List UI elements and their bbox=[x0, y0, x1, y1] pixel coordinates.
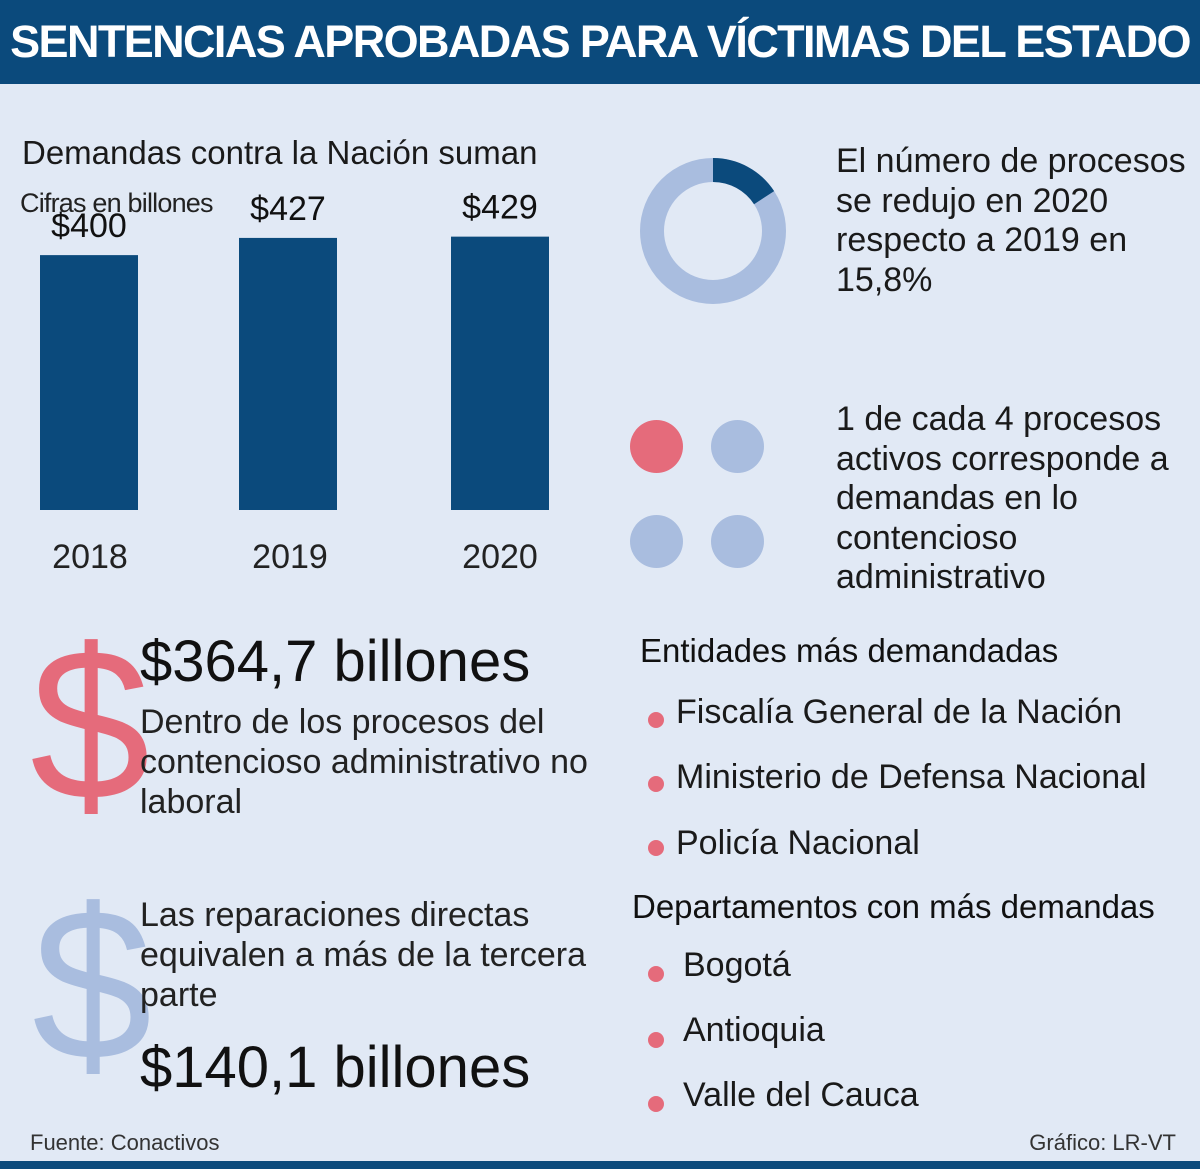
list-item: Bogotá bbox=[683, 946, 791, 984]
bullet-icon bbox=[648, 1096, 664, 1112]
dot-marker bbox=[711, 420, 764, 473]
stat1-text: Dentro de los procesos del contencioso a… bbox=[140, 703, 588, 821]
list-item: Ministerio de Defensa Nacional bbox=[676, 758, 1147, 796]
x-tick-label: 2020 bbox=[462, 538, 538, 576]
donut-chart bbox=[640, 158, 786, 304]
header-bar: SENTENCIAS APROBADAS PARA VÍCTIMAS DEL E… bbox=[0, 0, 1200, 84]
value-label: $427 bbox=[250, 190, 326, 228]
departamentos-heading: Departamentos con más demandas bbox=[632, 888, 1155, 925]
value-label: $429 bbox=[462, 189, 538, 227]
source-note: Fuente: Conactivos bbox=[30, 1130, 220, 1155]
bullet-icon bbox=[648, 966, 664, 982]
donut-highlight-arc bbox=[640, 158, 786, 304]
dollar-icon: $ bbox=[30, 603, 151, 845]
list-item: Policía Nacional bbox=[676, 824, 920, 862]
bullet-icon bbox=[648, 840, 664, 856]
page-title: SENTENCIAS APROBADAS PARA VÍCTIMAS DEL E… bbox=[10, 16, 1191, 67]
bar-2020 bbox=[451, 236, 549, 510]
bar-chart: $400 2018 $427 2019 $429 2020 bbox=[40, 189, 549, 576]
entidades-heading: Entidades más demandadas bbox=[640, 632, 1059, 669]
dollar-icon: $ bbox=[32, 863, 153, 1105]
footer-bar bbox=[0, 1161, 1200, 1169]
chart-subtitle: Cifras en billones bbox=[20, 188, 214, 218]
x-tick-label: 2019 bbox=[252, 538, 328, 576]
credit-note: Gráfico: LR-VT bbox=[1029, 1130, 1176, 1155]
stat1-amount: $364,7 billones bbox=[140, 629, 531, 694]
stat2-text: Las reparaciones directas equivalen a má… bbox=[140, 896, 587, 1014]
x-tick-label: 2018 bbox=[52, 538, 128, 576]
list-item: Antioquia bbox=[683, 1011, 825, 1049]
donut-caption: El número de procesos se redujo en 2020 … bbox=[836, 142, 1186, 299]
stat2-amount: $140,1 billones bbox=[140, 1035, 531, 1100]
dot-marker bbox=[630, 515, 683, 568]
list-item: Valle del Cauca bbox=[683, 1076, 919, 1114]
chart-title: Demandas contra la Nación suman bbox=[22, 134, 538, 171]
bullet-icon bbox=[648, 712, 664, 728]
value-label: $400 bbox=[51, 207, 127, 245]
bar-2019 bbox=[239, 237, 337, 510]
dot-marker bbox=[711, 515, 764, 568]
dots-caption: 1 de cada 4 procesos activos corresponde… bbox=[836, 400, 1169, 596]
list-item: Fiscalía General de la Nación bbox=[676, 693, 1123, 731]
bullet-icon bbox=[648, 1032, 664, 1048]
bullet-icon bbox=[648, 776, 664, 792]
bar-2018 bbox=[40, 255, 138, 510]
dot-marker bbox=[630, 420, 683, 473]
